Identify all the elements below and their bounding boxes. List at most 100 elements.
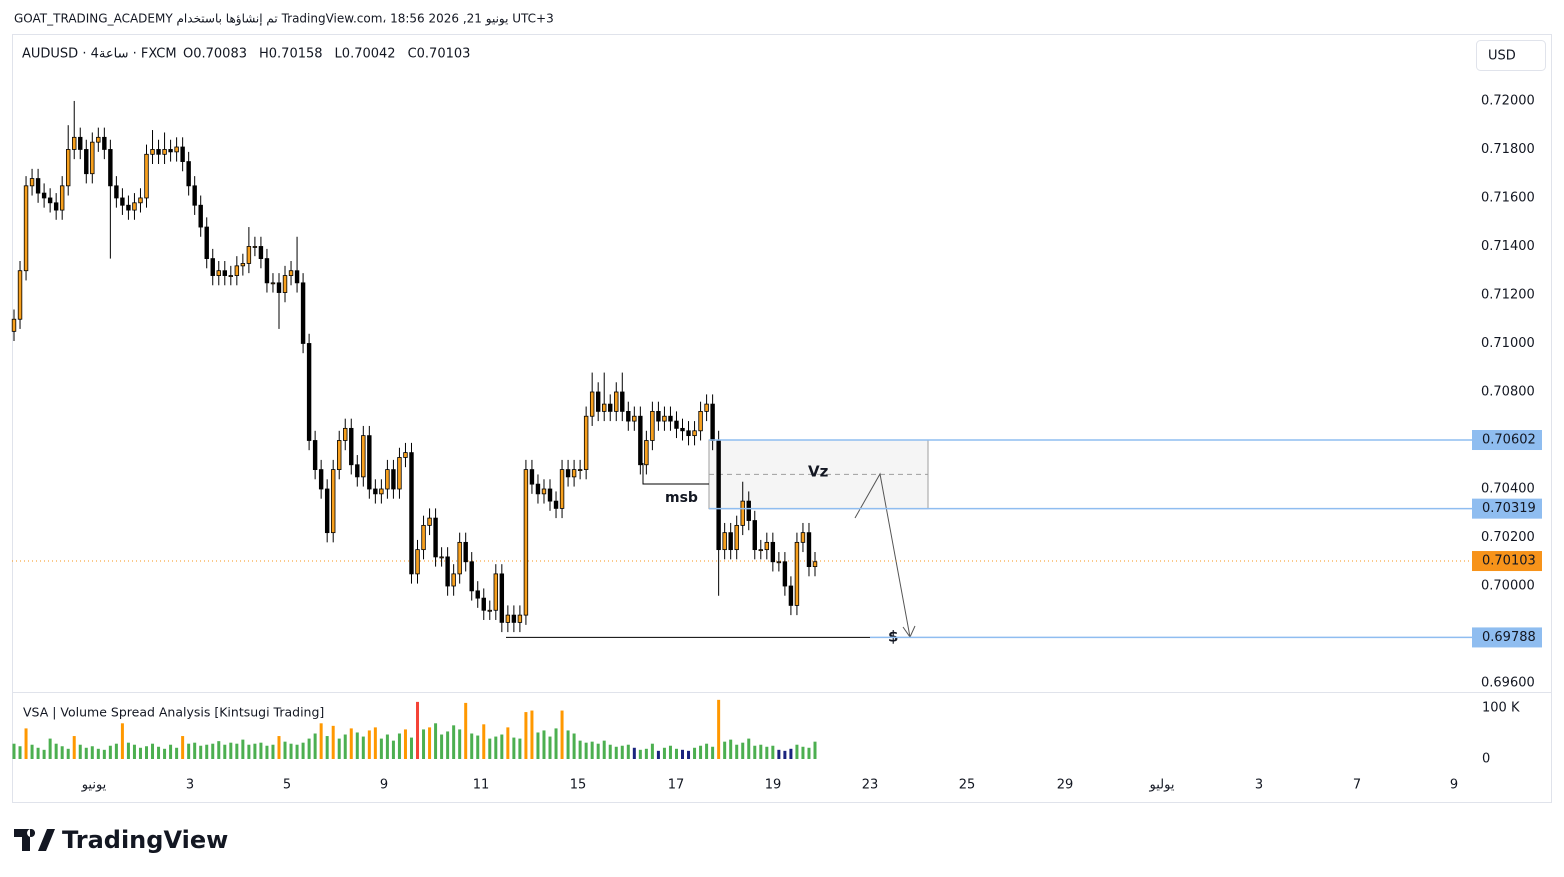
x-tick-label: 11: [473, 778, 490, 793]
x-tick-label: 23: [862, 778, 879, 793]
candle-body: [35, 178, 41, 194]
volume-bar: [765, 746, 769, 759]
candle-body: [511, 614, 517, 623]
candle-body: [349, 427, 354, 466]
candle-body: [47, 197, 53, 204]
footer-logo: TradingView: [62, 826, 228, 854]
candle-body: [216, 270, 221, 276]
volume-tick-label: 0: [1482, 752, 1490, 767]
volume-bar: [428, 727, 432, 759]
volume-bar: [253, 743, 257, 759]
y-tick-label: 0.71200: [1481, 287, 1535, 302]
volume-bar: [584, 742, 588, 759]
volume-bar: [313, 733, 317, 759]
volume-bar: [795, 744, 799, 759]
candle-body: [258, 246, 264, 259]
candle-body: [559, 469, 565, 509]
volume-bar: [741, 742, 745, 759]
volume-bar: [78, 744, 82, 759]
volume-bar: [566, 730, 570, 759]
currency-button[interactable]: [1476, 40, 1546, 71]
candle-body: [397, 457, 402, 490]
volume-bar: [464, 702, 468, 759]
volume-bar: [801, 746, 805, 759]
last-price-label: 0.70103: [1482, 554, 1536, 569]
volume-bar: [295, 744, 299, 759]
volume-bar: [271, 744, 275, 759]
candle-body: [318, 469, 324, 490]
candle-body: [674, 420, 679, 429]
volume-bar: [343, 734, 347, 759]
volume-bar: [54, 743, 58, 759]
volume-bar: [138, 747, 142, 759]
candle-body: [288, 270, 294, 276]
candle-body: [84, 149, 89, 175]
candle-body: [276, 282, 282, 293]
x-tick-label: 15: [570, 778, 587, 793]
level-label: 0.70602: [1482, 433, 1536, 448]
candle-body: [517, 614, 523, 623]
candle-body: [505, 614, 511, 623]
volume-bar: [193, 742, 197, 759]
volume-bar: [729, 739, 733, 759]
legend-label: L: [335, 47, 343, 62]
candle-body: [632, 415, 637, 422]
candle-body: [150, 149, 155, 155]
volume-tick-label: 100 K: [1482, 701, 1520, 716]
candle-body: [806, 532, 812, 568]
volume-bar: [482, 724, 486, 759]
candle-body: [385, 469, 390, 490]
header: GOAT_TRADING_ACADEMY تم إنشاؤها باستخدام…: [14, 12, 554, 27]
volume-bar: [554, 728, 558, 759]
candle-body: [65, 149, 71, 187]
legend-value: 0.70103: [417, 47, 471, 62]
candle-body: [192, 185, 197, 206]
candle-body: [644, 440, 649, 466]
candle-body: [439, 556, 444, 559]
candle-body: [355, 464, 360, 478]
volume-bar: [650, 743, 654, 759]
volume-bar: [422, 729, 426, 759]
indicator-title: VSA | Volume Spread Analysis [Kintsugi T…: [23, 705, 324, 720]
candle-body: [270, 282, 276, 285]
candle-body: [595, 391, 601, 412]
volume-bar: [638, 749, 642, 759]
volume-bar: [626, 744, 630, 759]
volume-bar: [409, 737, 413, 759]
candle-body: [758, 549, 764, 552]
volume-bar: [536, 732, 540, 759]
volume-bar: [446, 731, 450, 759]
volume-bar: [391, 740, 395, 759]
candle-body: [746, 500, 751, 521]
volume-bar: [789, 748, 793, 759]
candle-body: [41, 192, 47, 199]
candle-body: [662, 415, 667, 422]
volume-bar: [674, 748, 678, 759]
candle-body: [698, 410, 703, 432]
candle-body: [78, 136, 83, 150]
candle-body: [710, 403, 715, 441]
candle-body: [361, 435, 366, 478]
candle-body: [180, 146, 185, 162]
candle-body: [800, 532, 806, 543]
volume-bar: [289, 743, 293, 759]
candle-body: [186, 161, 191, 187]
x-tick-label: 5: [283, 778, 291, 793]
symbol: AUDUSD · 4ساعة · FXCM: [22, 47, 177, 62]
currency: USD: [1488, 49, 1516, 64]
volume-bar: [36, 747, 40, 759]
candle-body: [204, 226, 209, 259]
candle-body: [722, 532, 727, 551]
volume-bar: [681, 749, 685, 759]
candle-body: [240, 263, 246, 267]
volume-bar: [735, 744, 739, 759]
candle-body: [553, 500, 559, 509]
candle-body: [445, 556, 450, 587]
volume-bar: [12, 743, 16, 759]
candle-body: [409, 452, 414, 575]
candle-body: [812, 561, 818, 568]
volume-bar: [373, 727, 377, 759]
volume-bar: [530, 710, 534, 759]
volume-bar: [717, 699, 721, 759]
level-label-bg: [1472, 627, 1542, 648]
